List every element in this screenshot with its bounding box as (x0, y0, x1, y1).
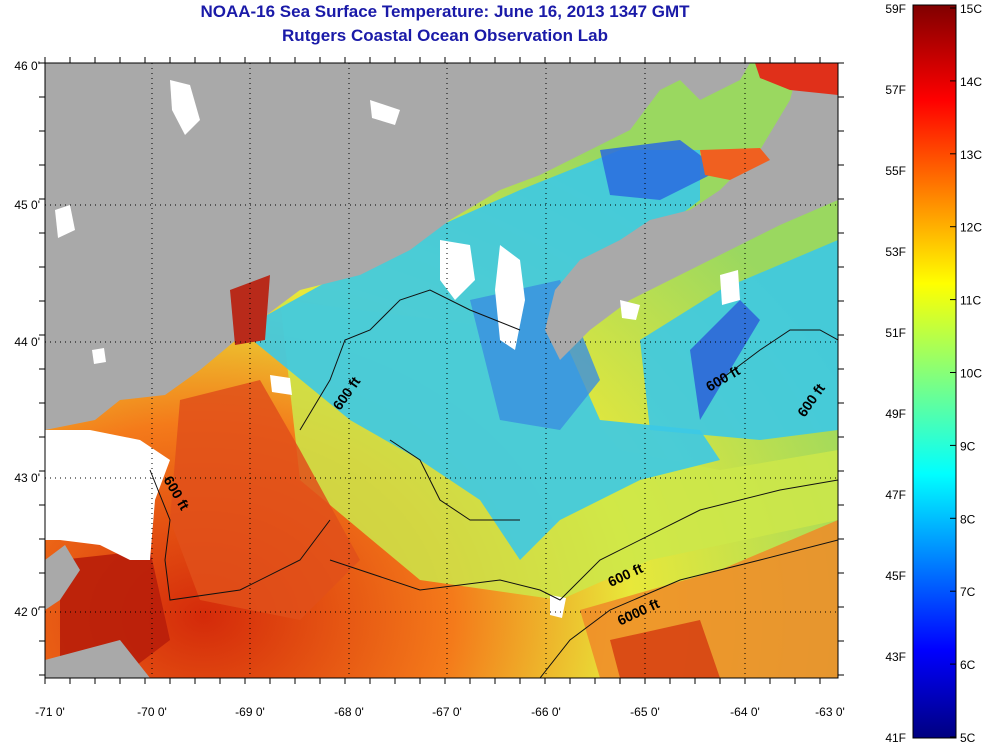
lon-tick-label: -64 0' (730, 705, 760, 719)
lon-tick-label: -63 0' (815, 705, 845, 719)
colorbar-f-label: 45F (885, 569, 906, 583)
colorbar-c-label: 6C (960, 658, 976, 672)
colorbar-c-label: 5C (960, 731, 976, 745)
lon-tick-label: -68 0' (334, 705, 364, 719)
lat-tick-label: 46 0' (14, 59, 40, 73)
colorbar-f-label: 57F (885, 83, 906, 97)
colorbar-c-label: 12C (960, 221, 982, 235)
lat-tick-label: 43 0' (14, 471, 40, 485)
colorbar-f-label: 47F (885, 488, 906, 502)
graticule (45, 63, 838, 678)
colorbar-f-label: 53F (885, 245, 906, 259)
lon-tick-label: -69 0' (235, 705, 265, 719)
colorbar-f-label: 49F (885, 407, 906, 421)
colorbar-f-label: 51F (885, 326, 906, 340)
colorbar-c-label: 7C (960, 585, 976, 599)
lon-tick-label: -70 0' (137, 705, 167, 719)
colorbar-c-label: 14C (960, 75, 982, 89)
lon-tick-label: -65 0' (630, 705, 660, 719)
map-title: NOAA-16 Sea Surface Temperature: June 16… (200, 2, 690, 21)
axis-ticks: -71 0' -70 0' -69 0' -68 0' -67 0' -66 0' -65 … (14, 57, 845, 719)
map-raster (45, 63, 838, 678)
lon-tick-label: -71 0' (35, 705, 65, 719)
colorbar-c-label: 9C (960, 439, 976, 453)
colorbar-c-label: 13C (960, 148, 982, 162)
map-frame (44, 62, 839, 679)
lat-tick-label: 44 0' (14, 335, 40, 349)
colorbar-f-label: 43F (885, 650, 906, 664)
lon-tick-label: -67 0' (432, 705, 462, 719)
colorbar-f-label: 55F (885, 164, 906, 178)
colorbar-c-label: 8C (960, 512, 976, 526)
lat-tick-label: 45 0' (14, 198, 40, 212)
lon-tick-label: -66 0' (531, 705, 561, 719)
colorbar-c-label: 11C (960, 294, 981, 308)
map-subtitle: Rutgers Coastal Ocean Observation Lab (282, 26, 608, 45)
colorbar-f-label: 59F (885, 2, 906, 16)
depth-contours (149, 289, 838, 678)
colorbar-c-label: 10C (960, 367, 982, 381)
colorbar (912, 4, 957, 739)
lat-tick-label: 42 0' (14, 605, 40, 619)
colorbar-ticks: 59F 57F 55F 53F 51F 49F 47F 45F 43F 41F 15C 14C 13C 1… (885, 2, 982, 745)
colorbar-c-label: 15C (960, 2, 982, 16)
colorbar-f-label: 41F (885, 731, 906, 745)
